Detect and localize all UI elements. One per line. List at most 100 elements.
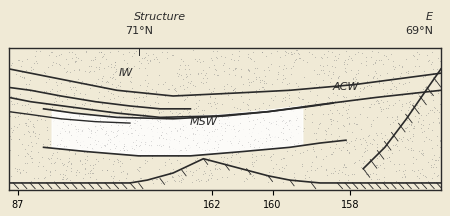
Point (434, 174, 441, 178)
Point (18, 59, 25, 62)
Point (64, 122, 72, 125)
Point (427, 164, 434, 167)
Point (199, 113, 206, 116)
Point (265, 128, 272, 131)
Point (68, 133, 75, 137)
Point (251, 66, 258, 69)
Point (270, 98, 277, 102)
Point (61, 173, 68, 176)
Point (27, 149, 35, 152)
Point (122, 121, 129, 125)
Point (430, 171, 437, 175)
Point (354, 122, 361, 125)
Point (65, 149, 72, 152)
Point (367, 124, 374, 127)
Point (122, 144, 130, 148)
Point (77, 106, 84, 110)
Point (234, 112, 241, 116)
Point (69, 147, 76, 151)
Point (257, 154, 264, 157)
Point (7, 94, 14, 98)
Point (206, 95, 213, 99)
Point (377, 79, 384, 83)
Point (197, 120, 204, 123)
Point (111, 174, 118, 178)
Point (61, 124, 68, 127)
Point (176, 179, 183, 183)
Point (175, 154, 182, 157)
Point (171, 147, 178, 151)
Point (377, 131, 384, 134)
Point (16, 172, 23, 175)
Point (87, 176, 94, 179)
Point (350, 77, 357, 80)
Point (410, 101, 417, 105)
Point (187, 91, 194, 94)
Point (181, 97, 188, 100)
Point (158, 116, 166, 119)
Point (266, 68, 273, 71)
Point (120, 145, 127, 148)
Point (127, 79, 134, 83)
Point (350, 76, 357, 80)
Polygon shape (9, 183, 139, 190)
Point (133, 119, 140, 122)
Point (287, 130, 294, 134)
Point (414, 92, 422, 96)
Point (410, 155, 417, 159)
Point (106, 140, 113, 144)
Point (21, 113, 28, 116)
Point (283, 120, 290, 124)
Point (140, 95, 147, 98)
Point (370, 138, 378, 141)
Point (126, 73, 133, 76)
Point (133, 151, 140, 154)
Point (262, 74, 269, 78)
Point (323, 63, 330, 66)
Point (111, 146, 118, 149)
Point (140, 112, 147, 116)
Point (106, 76, 113, 79)
Point (361, 149, 368, 153)
Point (428, 128, 436, 132)
Point (44, 157, 51, 160)
Point (57, 64, 64, 67)
Point (16, 112, 23, 116)
Point (124, 113, 131, 117)
Point (62, 57, 69, 61)
Point (214, 101, 221, 105)
Point (73, 135, 81, 138)
Point (86, 65, 93, 68)
Point (70, 91, 77, 95)
Point (105, 136, 112, 139)
Point (266, 122, 273, 126)
Point (188, 161, 195, 165)
Point (93, 81, 100, 84)
Point (103, 142, 110, 146)
Point (39, 155, 46, 159)
Point (267, 51, 274, 55)
Point (57, 146, 64, 150)
Point (205, 148, 212, 152)
Point (44, 91, 51, 95)
Point (15, 59, 22, 62)
Point (129, 146, 136, 150)
Point (168, 129, 175, 133)
Point (204, 177, 212, 181)
Point (84, 145, 91, 149)
Point (299, 130, 306, 133)
Point (238, 75, 245, 78)
Point (265, 176, 272, 179)
Point (28, 156, 35, 160)
Point (434, 89, 441, 92)
Point (144, 61, 151, 64)
Point (328, 50, 335, 54)
Point (231, 87, 238, 91)
Point (304, 148, 311, 152)
Point (137, 123, 144, 127)
Point (340, 123, 347, 127)
Point (53, 83, 60, 87)
Point (137, 148, 144, 152)
Point (389, 75, 396, 79)
Point (203, 147, 211, 150)
